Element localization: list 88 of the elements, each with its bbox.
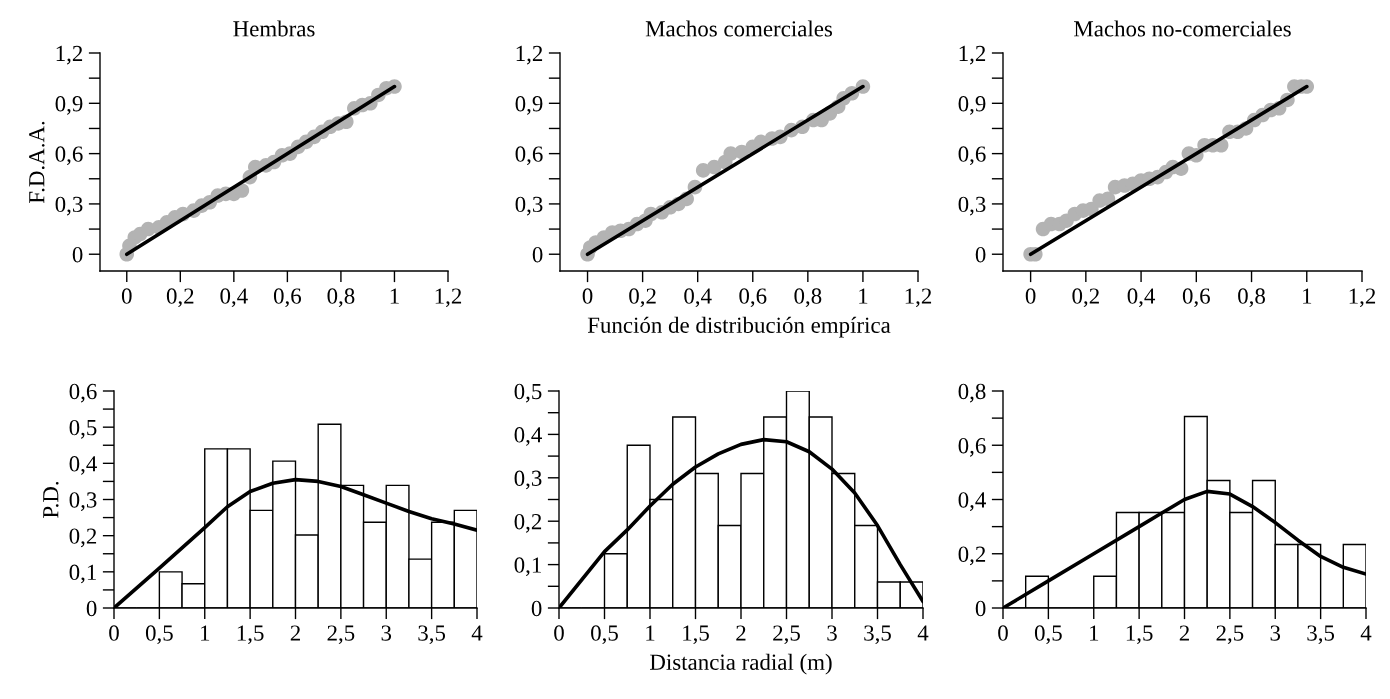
y-tick-label: 0,6 xyxy=(958,146,986,166)
x-tick-label: 2 xyxy=(736,625,746,641)
x-tick-label: 3 xyxy=(827,625,837,641)
x-tick-label: 1,5 xyxy=(1126,625,1153,645)
x-tick-label: 3,5 xyxy=(1307,625,1335,645)
y-tick-label: 0,6 xyxy=(958,437,986,457)
x-tick-label: 1 xyxy=(201,625,210,641)
x-tick-label: 1,2 xyxy=(1349,288,1376,308)
y-tick-label: 0 xyxy=(531,600,542,617)
y-tick-label: 0,3 xyxy=(69,492,97,511)
x-tick-label: 2,5 xyxy=(773,625,800,645)
y-tick-label: 0,9 xyxy=(515,96,543,115)
x-tick-label: 1,5 xyxy=(683,625,709,645)
x-tick-label: 0,4 xyxy=(1127,288,1156,308)
x-tick-label: 0,8 xyxy=(794,288,822,308)
x-tick-label: 0,4 xyxy=(220,288,248,308)
x-tick-label: 0,5 xyxy=(1034,625,1062,645)
x-tick-label: 2 xyxy=(1179,625,1189,641)
x-tick-label: 2,5 xyxy=(327,625,355,645)
y-tick-label: 0,1 xyxy=(514,557,541,577)
x-tick-label: 0,5 xyxy=(591,625,618,645)
x-tick-label: 0 xyxy=(582,288,593,304)
x-tick-label: 0,2 xyxy=(166,288,194,308)
x-tick-label: 1 xyxy=(390,288,399,304)
y-axis-title: F.D.A.A. xyxy=(29,121,45,204)
chart-title: Hembras xyxy=(233,20,315,37)
y-tick-label: 0,2 xyxy=(514,513,542,533)
x-tick-label: 0,2 xyxy=(629,288,656,308)
x-tick-label: 0,8 xyxy=(1238,288,1265,308)
y-tick-label: 1,2 xyxy=(959,45,986,65)
y-tick-label: 0,5 xyxy=(69,419,97,439)
y-tick-label: 0 xyxy=(975,600,986,617)
x-tick-label: 1 xyxy=(646,625,655,641)
y-tick-label: 0,1 xyxy=(69,564,96,584)
x-tick-label: 0,5 xyxy=(145,625,173,645)
y-axis-title: P.D. xyxy=(43,481,59,518)
y-tick-label: 0,6 xyxy=(515,146,543,166)
x-axis-title: Función de distribución empírica xyxy=(587,316,891,338)
y-tick-label: 0 xyxy=(975,246,986,263)
y-tick-label: 0,5 xyxy=(514,383,542,403)
y-tick-label: 0,2 xyxy=(69,528,97,548)
chart-title: Machos comerciales xyxy=(645,20,833,37)
x-tick-label: 3,5 xyxy=(418,625,446,645)
x-tick-label: 0,6 xyxy=(273,288,302,308)
x-tick-label: 0 xyxy=(121,288,132,304)
x-tick-label: 3 xyxy=(381,625,392,641)
y-tick-label: 0,2 xyxy=(958,546,986,566)
x-tick-label: 0,8 xyxy=(327,288,355,308)
x-tick-label: 1 xyxy=(1303,288,1312,304)
x-tick-label: 4 xyxy=(1360,625,1372,641)
x-tick-label: 4 xyxy=(917,625,929,641)
y-tick-label: 0,8 xyxy=(958,383,986,403)
y-tick-label: 0,6 xyxy=(55,146,83,166)
x-tick-label: 0 xyxy=(109,625,119,641)
x-tick-label: 2,5 xyxy=(1216,625,1244,645)
x-tick-label: 0,4 xyxy=(684,288,712,308)
x-tick-label: 1,2 xyxy=(435,288,462,308)
x-tick-label: 0 xyxy=(1025,288,1036,304)
y-tick-label: 0,9 xyxy=(55,96,83,115)
x-tick-label: 1 xyxy=(859,288,868,304)
y-tick-label: 0,4 xyxy=(69,456,97,475)
x-tick-label: 1 xyxy=(1090,625,1099,641)
x-tick-label: 0 xyxy=(554,625,564,641)
y-tick-label: 1,2 xyxy=(56,45,83,65)
x-tick-label: 3,5 xyxy=(864,625,891,645)
y-tick-label: 0,3 xyxy=(514,470,542,490)
x-tick-label: 0,6 xyxy=(1182,288,1210,308)
y-tick-label: 0,6 xyxy=(69,383,97,403)
x-tick-label: 1,2 xyxy=(905,288,932,308)
y-tick-label: 0,9 xyxy=(958,96,986,115)
y-tick-label: 0 xyxy=(532,246,543,263)
x-tick-label: 1,5 xyxy=(237,625,264,645)
x-tick-label: 0,6 xyxy=(739,288,767,308)
x-axis-title: Distancia radial (m) xyxy=(650,653,832,675)
y-tick-label: 0 xyxy=(86,600,97,617)
y-tick-label: 0,3 xyxy=(55,196,83,216)
chart-title: Machos no-comerciales xyxy=(1074,20,1291,37)
y-tick-label: 1,2 xyxy=(516,45,543,65)
x-tick-label: 3 xyxy=(1270,625,1281,641)
x-tick-label: 4 xyxy=(471,625,483,641)
y-tick-label: 0,4 xyxy=(958,492,986,511)
y-tick-label: 0,3 xyxy=(958,196,986,216)
x-tick-label: 2 xyxy=(290,625,300,641)
y-tick-label: 0,4 xyxy=(514,427,542,446)
x-tick-label: 0 xyxy=(998,625,1008,641)
y-tick-label: 0,3 xyxy=(515,196,543,216)
x-tick-label: 0,2 xyxy=(1072,288,1099,308)
y-tick-label: 0 xyxy=(72,246,83,263)
